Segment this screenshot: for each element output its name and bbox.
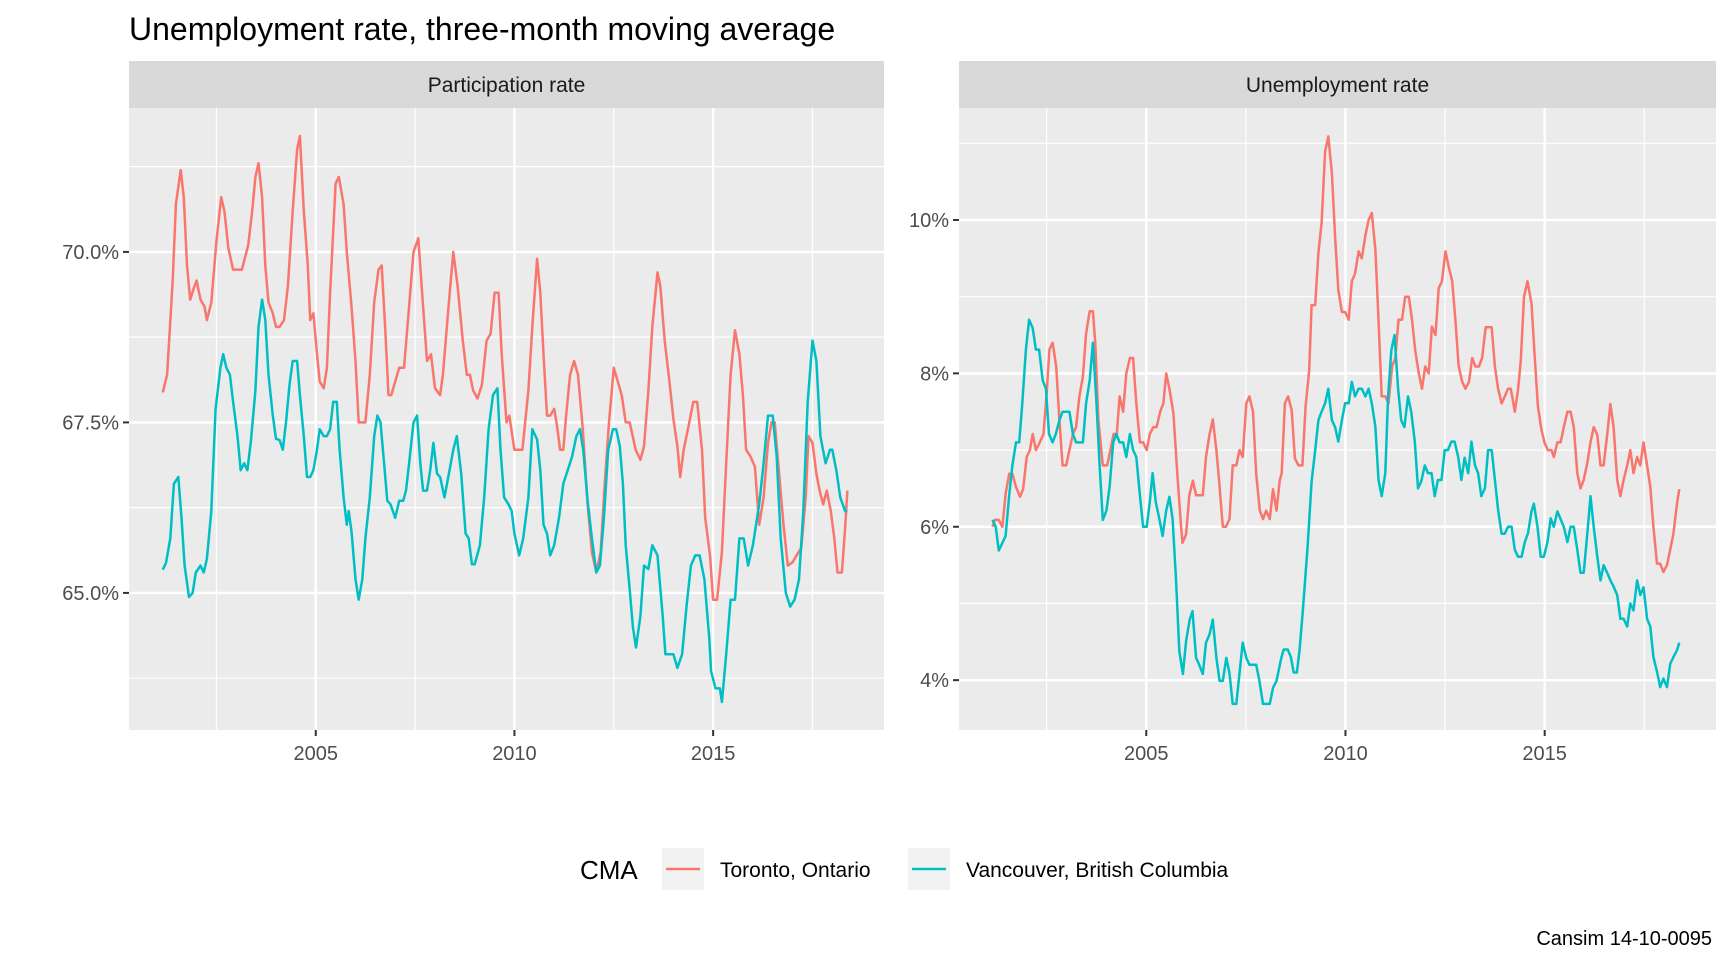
y-tick-label: 8% xyxy=(920,363,949,385)
legend-label-toronto: Toronto, Ontario xyxy=(720,859,871,882)
legend-item-toronto: Toronto, Ontario xyxy=(662,848,871,890)
panel-participation-rate: Participation rate 65.0% 67.5% 70.0% 200… xyxy=(62,61,884,765)
y-tick-label: 70.0% xyxy=(62,242,119,264)
x-axis: 2005 2010 2015 xyxy=(294,730,736,765)
series-line-toronto xyxy=(161,134,849,601)
x-tick-label: 2015 xyxy=(1522,743,1567,765)
y-tick-label: 10% xyxy=(909,210,949,232)
y-tick-label: 65.0% xyxy=(62,583,119,605)
y-tick-label: 67.5% xyxy=(62,412,119,434)
x-axis: 2005 2010 2015 xyxy=(1124,730,1567,765)
y-axis: 65.0% 67.5% 70.0% xyxy=(62,242,129,605)
series-lines xyxy=(991,135,1681,706)
x-tick-label: 2015 xyxy=(691,743,736,765)
series-line-toronto xyxy=(991,135,1681,574)
x-tick-label: 2010 xyxy=(1323,743,1368,765)
series-line-vancouver xyxy=(991,318,1681,706)
legend-item-vancouver: Vancouver, British Columbia xyxy=(908,848,1229,890)
x-tick-label: 2005 xyxy=(294,743,339,765)
y-axis: 4% 6% 8% 10% xyxy=(909,210,959,692)
legend-label-vancouver: Vancouver, British Columbia xyxy=(966,859,1229,882)
x-tick-label: 2005 xyxy=(1124,743,1169,765)
gridlines xyxy=(959,108,1716,730)
strip-background xyxy=(959,61,1716,108)
x-tick-label: 2010 xyxy=(492,743,537,765)
y-tick-label: 4% xyxy=(920,670,949,692)
strip-background xyxy=(129,61,884,108)
strip-label-participation: Participation rate xyxy=(428,74,586,97)
y-tick-label: 6% xyxy=(920,517,949,539)
plot-background xyxy=(959,108,1716,730)
gridlines xyxy=(129,108,884,730)
series-lines xyxy=(161,134,849,704)
chart-title: Unemployment rate, three-month moving av… xyxy=(129,11,835,47)
series-line-vancouver xyxy=(161,298,848,704)
legend: CMA Toronto, Ontario Vancouver, British … xyxy=(580,848,1229,890)
panel-unemployment-rate: Unemployment rate 4% 6% 8% 10% 2005 2010… xyxy=(909,61,1716,765)
strip-label-unemployment: Unemployment rate xyxy=(1246,74,1429,97)
caption: Cansim 14-10-0095 xyxy=(1536,928,1712,950)
legend-title: CMA xyxy=(580,855,638,885)
